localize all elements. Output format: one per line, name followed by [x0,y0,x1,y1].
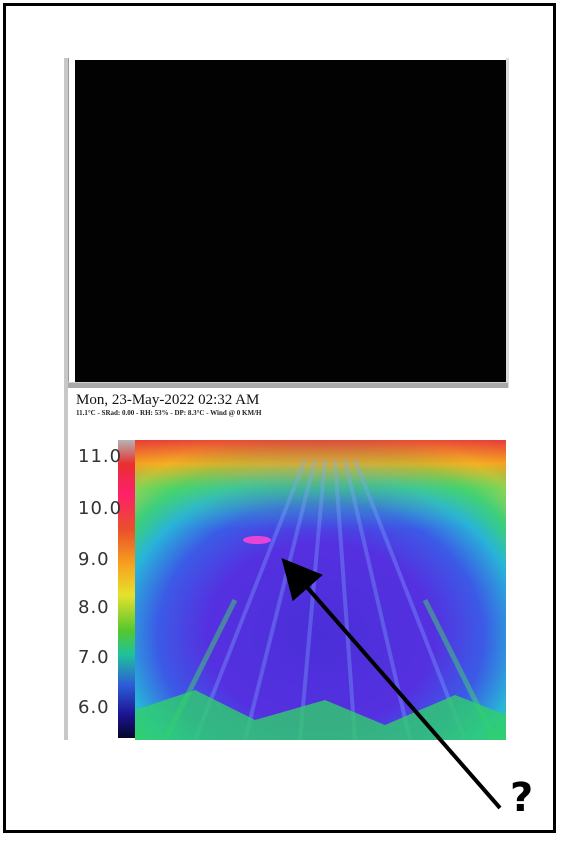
scale-tick: 6.0 [78,697,110,718]
dark-camera-panel [75,60,506,382]
scale-tick: 9.0 [78,549,110,570]
scale-tick: 11.0 [78,446,123,467]
thermal-sky-image [135,440,506,740]
weather-readout: 11.1°C - SRad: 0.00 - RH: 53% - DP: 8.3°… [76,409,262,417]
question-mark: ? [510,775,534,821]
scale-tick: 7.0 [78,647,110,668]
timestamp-label: Mon, 23-May-2022 02:32 AM [76,392,260,408]
scale-tick: 8.0 [78,597,110,618]
temperature-colorbar [118,440,135,738]
scale-tick: 10.0 [78,498,123,519]
panel-right-border [506,58,509,388]
